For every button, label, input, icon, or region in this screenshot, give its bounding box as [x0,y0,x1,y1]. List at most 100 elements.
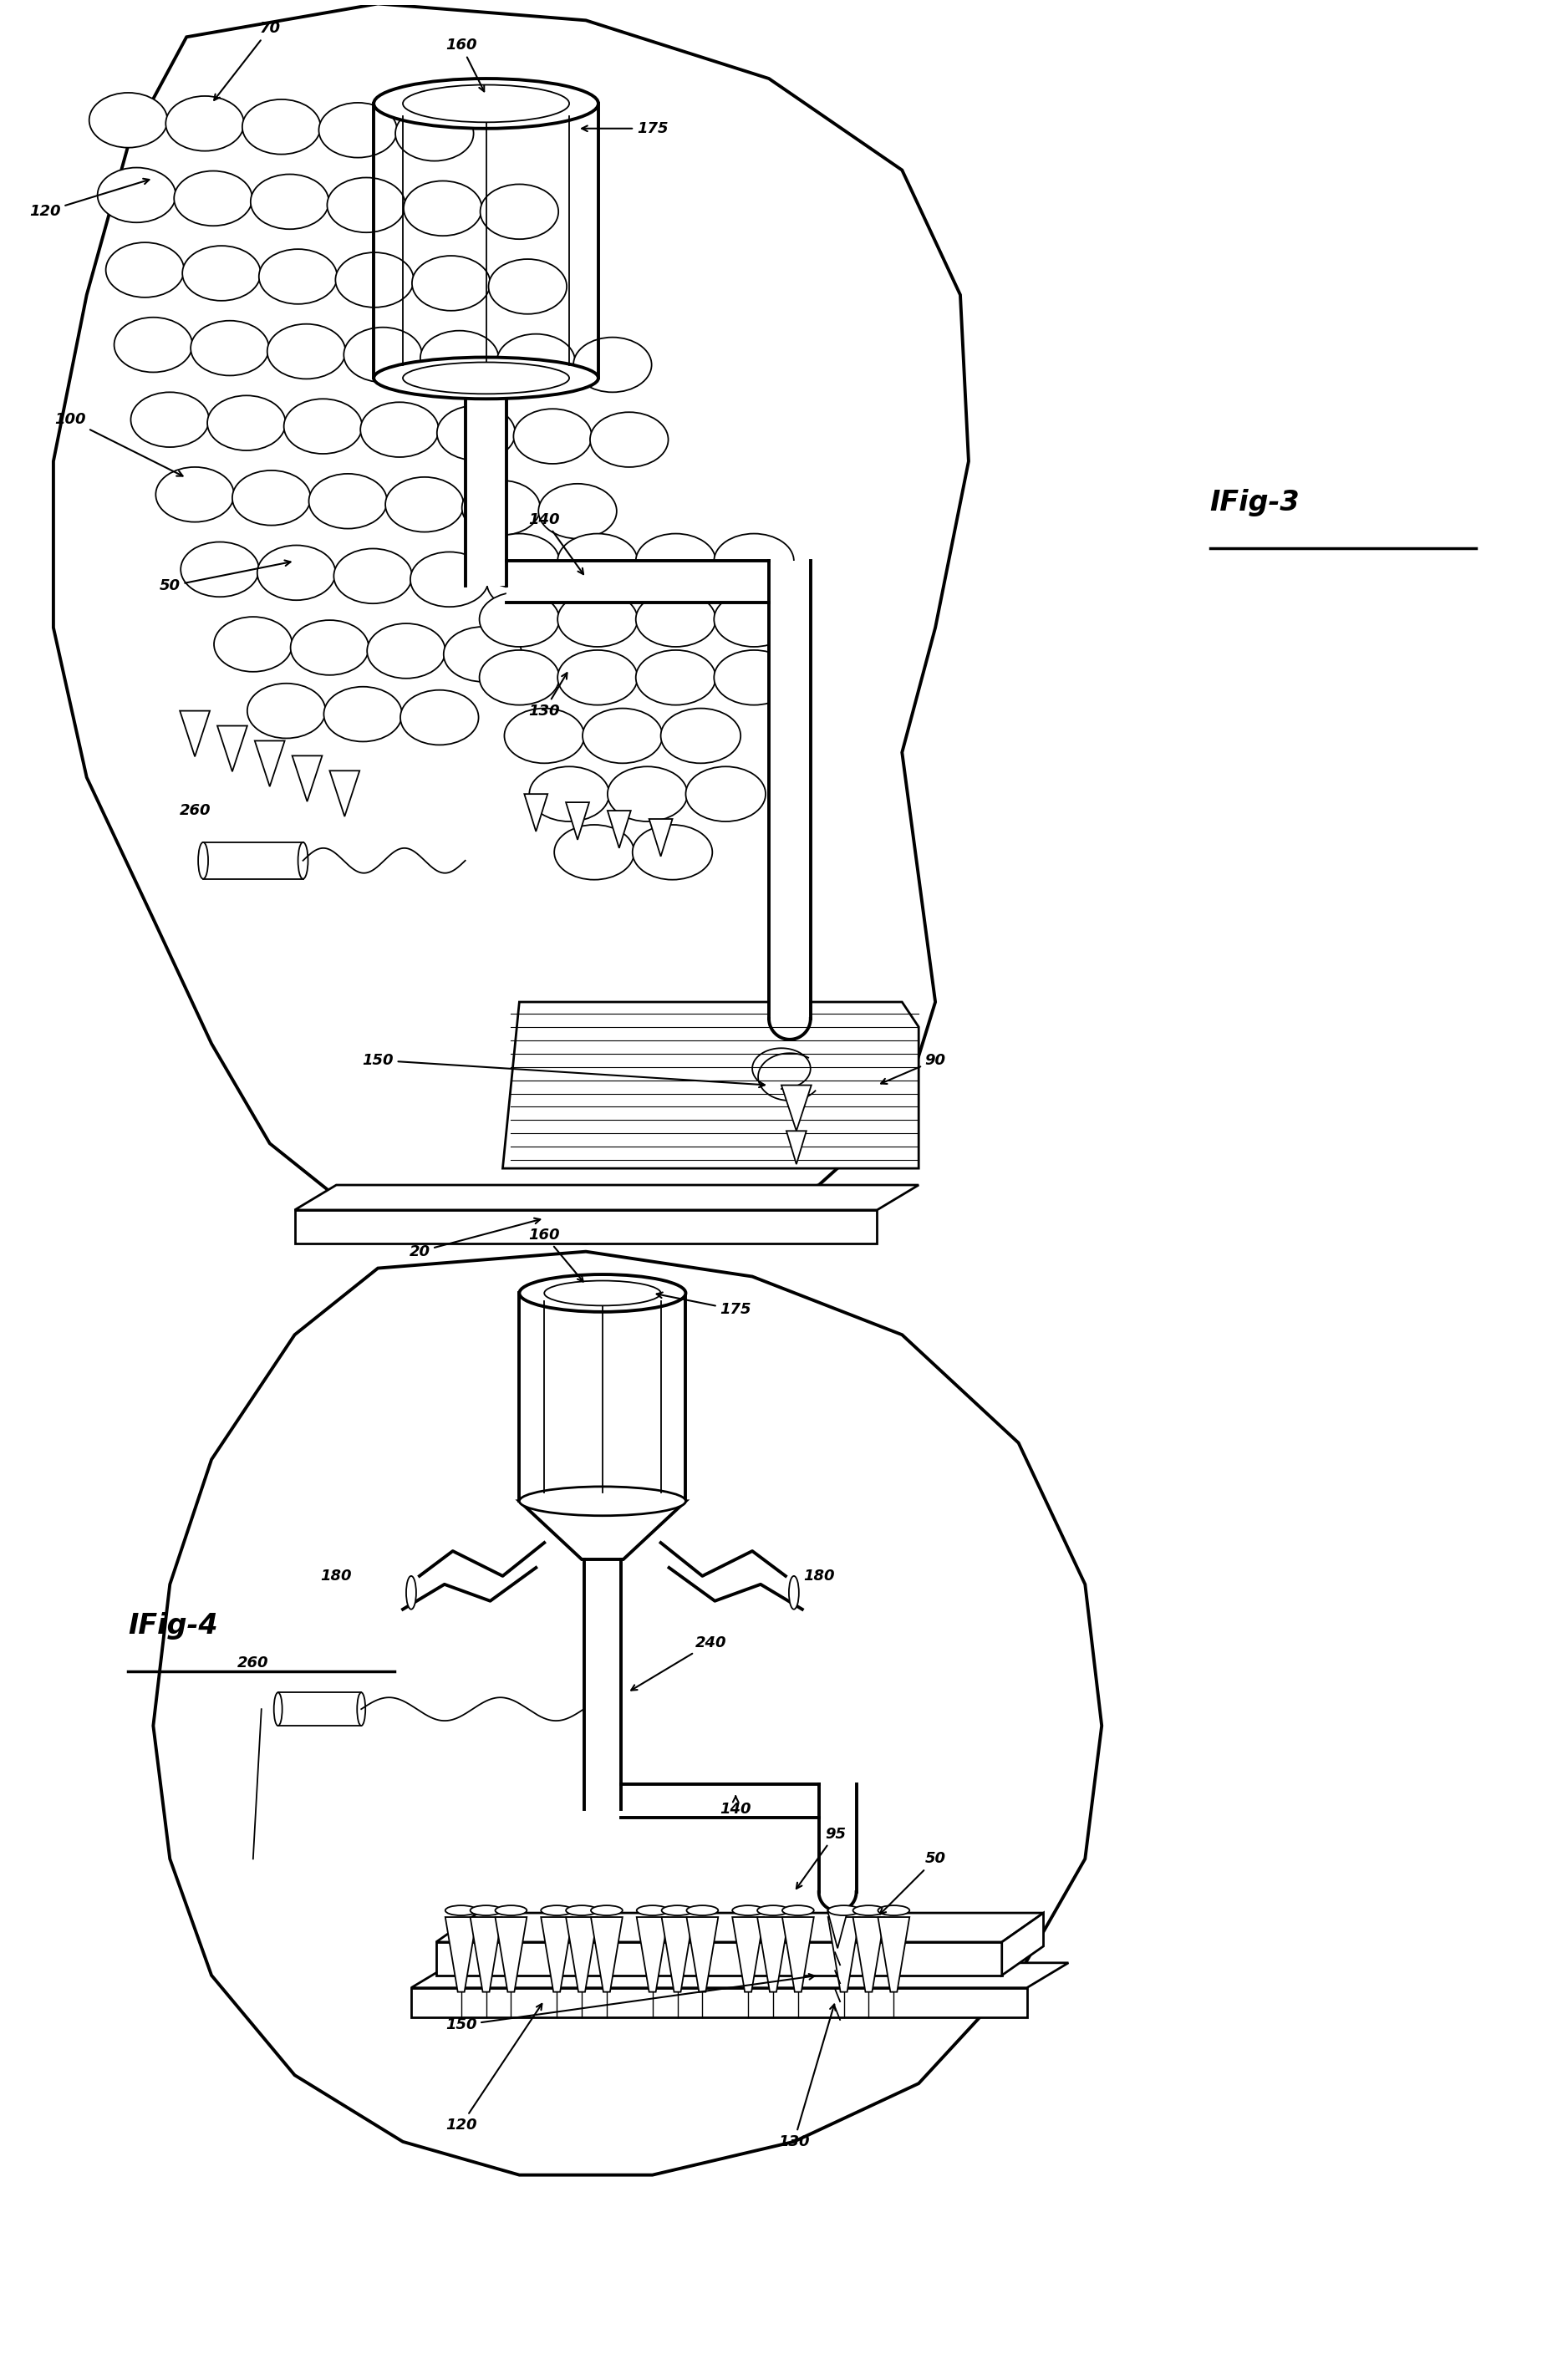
Text: 50: 50 [880,1852,945,1914]
Polygon shape [828,1911,848,1949]
Polygon shape [436,1942,1002,1975]
Text: 20: 20 [409,1219,540,1259]
Ellipse shape [319,102,396,157]
Ellipse shape [513,409,592,464]
Ellipse shape [574,338,652,393]
Ellipse shape [877,1906,910,1916]
Text: 175: 175 [581,121,668,136]
Ellipse shape [404,181,483,236]
Polygon shape [254,740,285,785]
Polygon shape [566,802,589,840]
Ellipse shape [480,650,560,704]
Polygon shape [330,771,359,816]
Ellipse shape [274,1692,282,1725]
Ellipse shape [97,167,176,221]
Ellipse shape [480,593,560,647]
Ellipse shape [290,621,369,676]
Ellipse shape [714,593,794,647]
Polygon shape [608,812,631,847]
Ellipse shape [191,321,268,376]
Ellipse shape [558,593,637,647]
Ellipse shape [373,357,598,400]
Polygon shape [495,1916,527,1992]
Polygon shape [520,1502,686,1559]
Polygon shape [180,712,210,757]
Text: 140: 140 [529,512,583,574]
Ellipse shape [497,333,575,388]
Polygon shape [649,819,672,857]
Ellipse shape [463,481,540,536]
Text: 150: 150 [362,1052,765,1088]
Ellipse shape [732,1906,763,1916]
Ellipse shape [242,100,321,155]
Polygon shape [757,1916,790,1992]
Ellipse shape [131,393,210,447]
Ellipse shape [853,1906,885,1916]
Ellipse shape [662,709,740,764]
Ellipse shape [344,328,423,383]
Text: 130: 130 [529,674,567,719]
Ellipse shape [635,650,715,704]
Ellipse shape [401,690,478,745]
Polygon shape [412,1964,1069,1987]
Ellipse shape [207,395,285,450]
Text: 120: 120 [29,178,150,219]
Bar [466,378,507,585]
Ellipse shape [386,476,464,533]
Ellipse shape [635,593,715,647]
Text: IFig-3: IFig-3 [1210,488,1300,516]
Ellipse shape [504,709,584,764]
Polygon shape [436,1914,1044,1942]
Ellipse shape [714,533,794,588]
Ellipse shape [591,1906,623,1916]
Text: 240: 240 [631,1635,726,1690]
Ellipse shape [367,624,446,678]
Polygon shape [782,1085,811,1130]
Polygon shape [446,1916,476,1992]
Ellipse shape [520,1273,686,1311]
Ellipse shape [284,400,362,455]
Ellipse shape [395,107,473,162]
Ellipse shape [489,259,567,314]
Text: 95: 95 [796,1825,847,1890]
Polygon shape [637,1916,668,1992]
Ellipse shape [566,1906,598,1916]
Polygon shape [541,1916,572,1992]
Ellipse shape [686,766,765,821]
Polygon shape [828,1916,859,1992]
Ellipse shape [487,555,564,609]
Ellipse shape [336,252,413,307]
Ellipse shape [757,1906,790,1916]
Ellipse shape [406,1576,416,1609]
Text: 180: 180 [321,1568,352,1583]
Ellipse shape [686,1906,719,1916]
Text: 180: 180 [803,1568,834,1583]
Polygon shape [295,1185,919,1209]
Text: 70: 70 [214,21,281,100]
Polygon shape [662,1916,694,1992]
Ellipse shape [358,1692,365,1725]
Ellipse shape [258,545,336,600]
Ellipse shape [828,1906,859,1916]
Ellipse shape [214,616,291,671]
Polygon shape [1002,1914,1044,1975]
Polygon shape [782,1916,814,1992]
Ellipse shape [106,243,183,298]
Ellipse shape [251,174,328,228]
Ellipse shape [635,533,715,588]
Polygon shape [732,1916,763,1992]
Text: 160: 160 [529,1228,583,1280]
Ellipse shape [444,626,521,681]
Ellipse shape [520,1488,686,1516]
Polygon shape [217,726,247,771]
Text: 100: 100 [54,412,182,476]
Ellipse shape [538,483,617,538]
Bar [584,1559,621,1809]
Ellipse shape [165,95,244,150]
Ellipse shape [180,543,259,597]
Text: 160: 160 [446,38,484,90]
Ellipse shape [259,250,338,305]
Polygon shape [412,1987,1027,2016]
Ellipse shape [495,1906,527,1916]
Ellipse shape [558,533,637,588]
